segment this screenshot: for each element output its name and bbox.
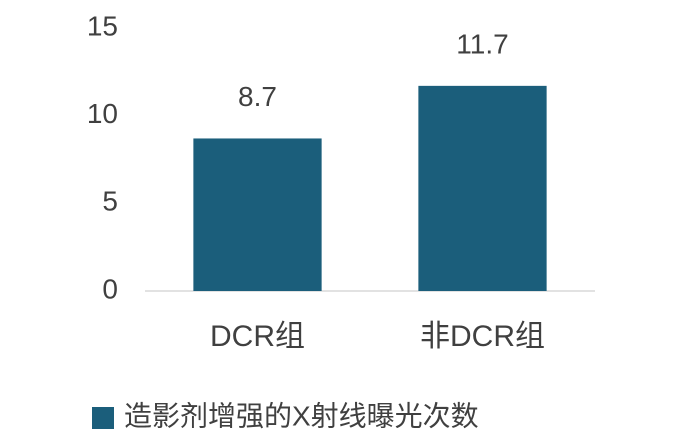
data-label: 8.7 — [238, 81, 277, 112]
y-tick-label: 0 — [102, 273, 118, 304]
legend-label: 造影剂增强的X射线曝光次数 — [124, 400, 479, 431]
x-tick-label: 非DCR组 — [420, 320, 545, 353]
y-tick-label: 10 — [87, 98, 118, 129]
bar — [418, 85, 547, 291]
y-tick-label: 5 — [102, 186, 118, 217]
y-tick-label: 15 — [87, 10, 118, 41]
data-label: 11.7 — [456, 28, 508, 59]
x-tick-label: DCR组 — [210, 320, 305, 353]
bar — [193, 138, 322, 291]
legend-swatch — [92, 407, 114, 429]
